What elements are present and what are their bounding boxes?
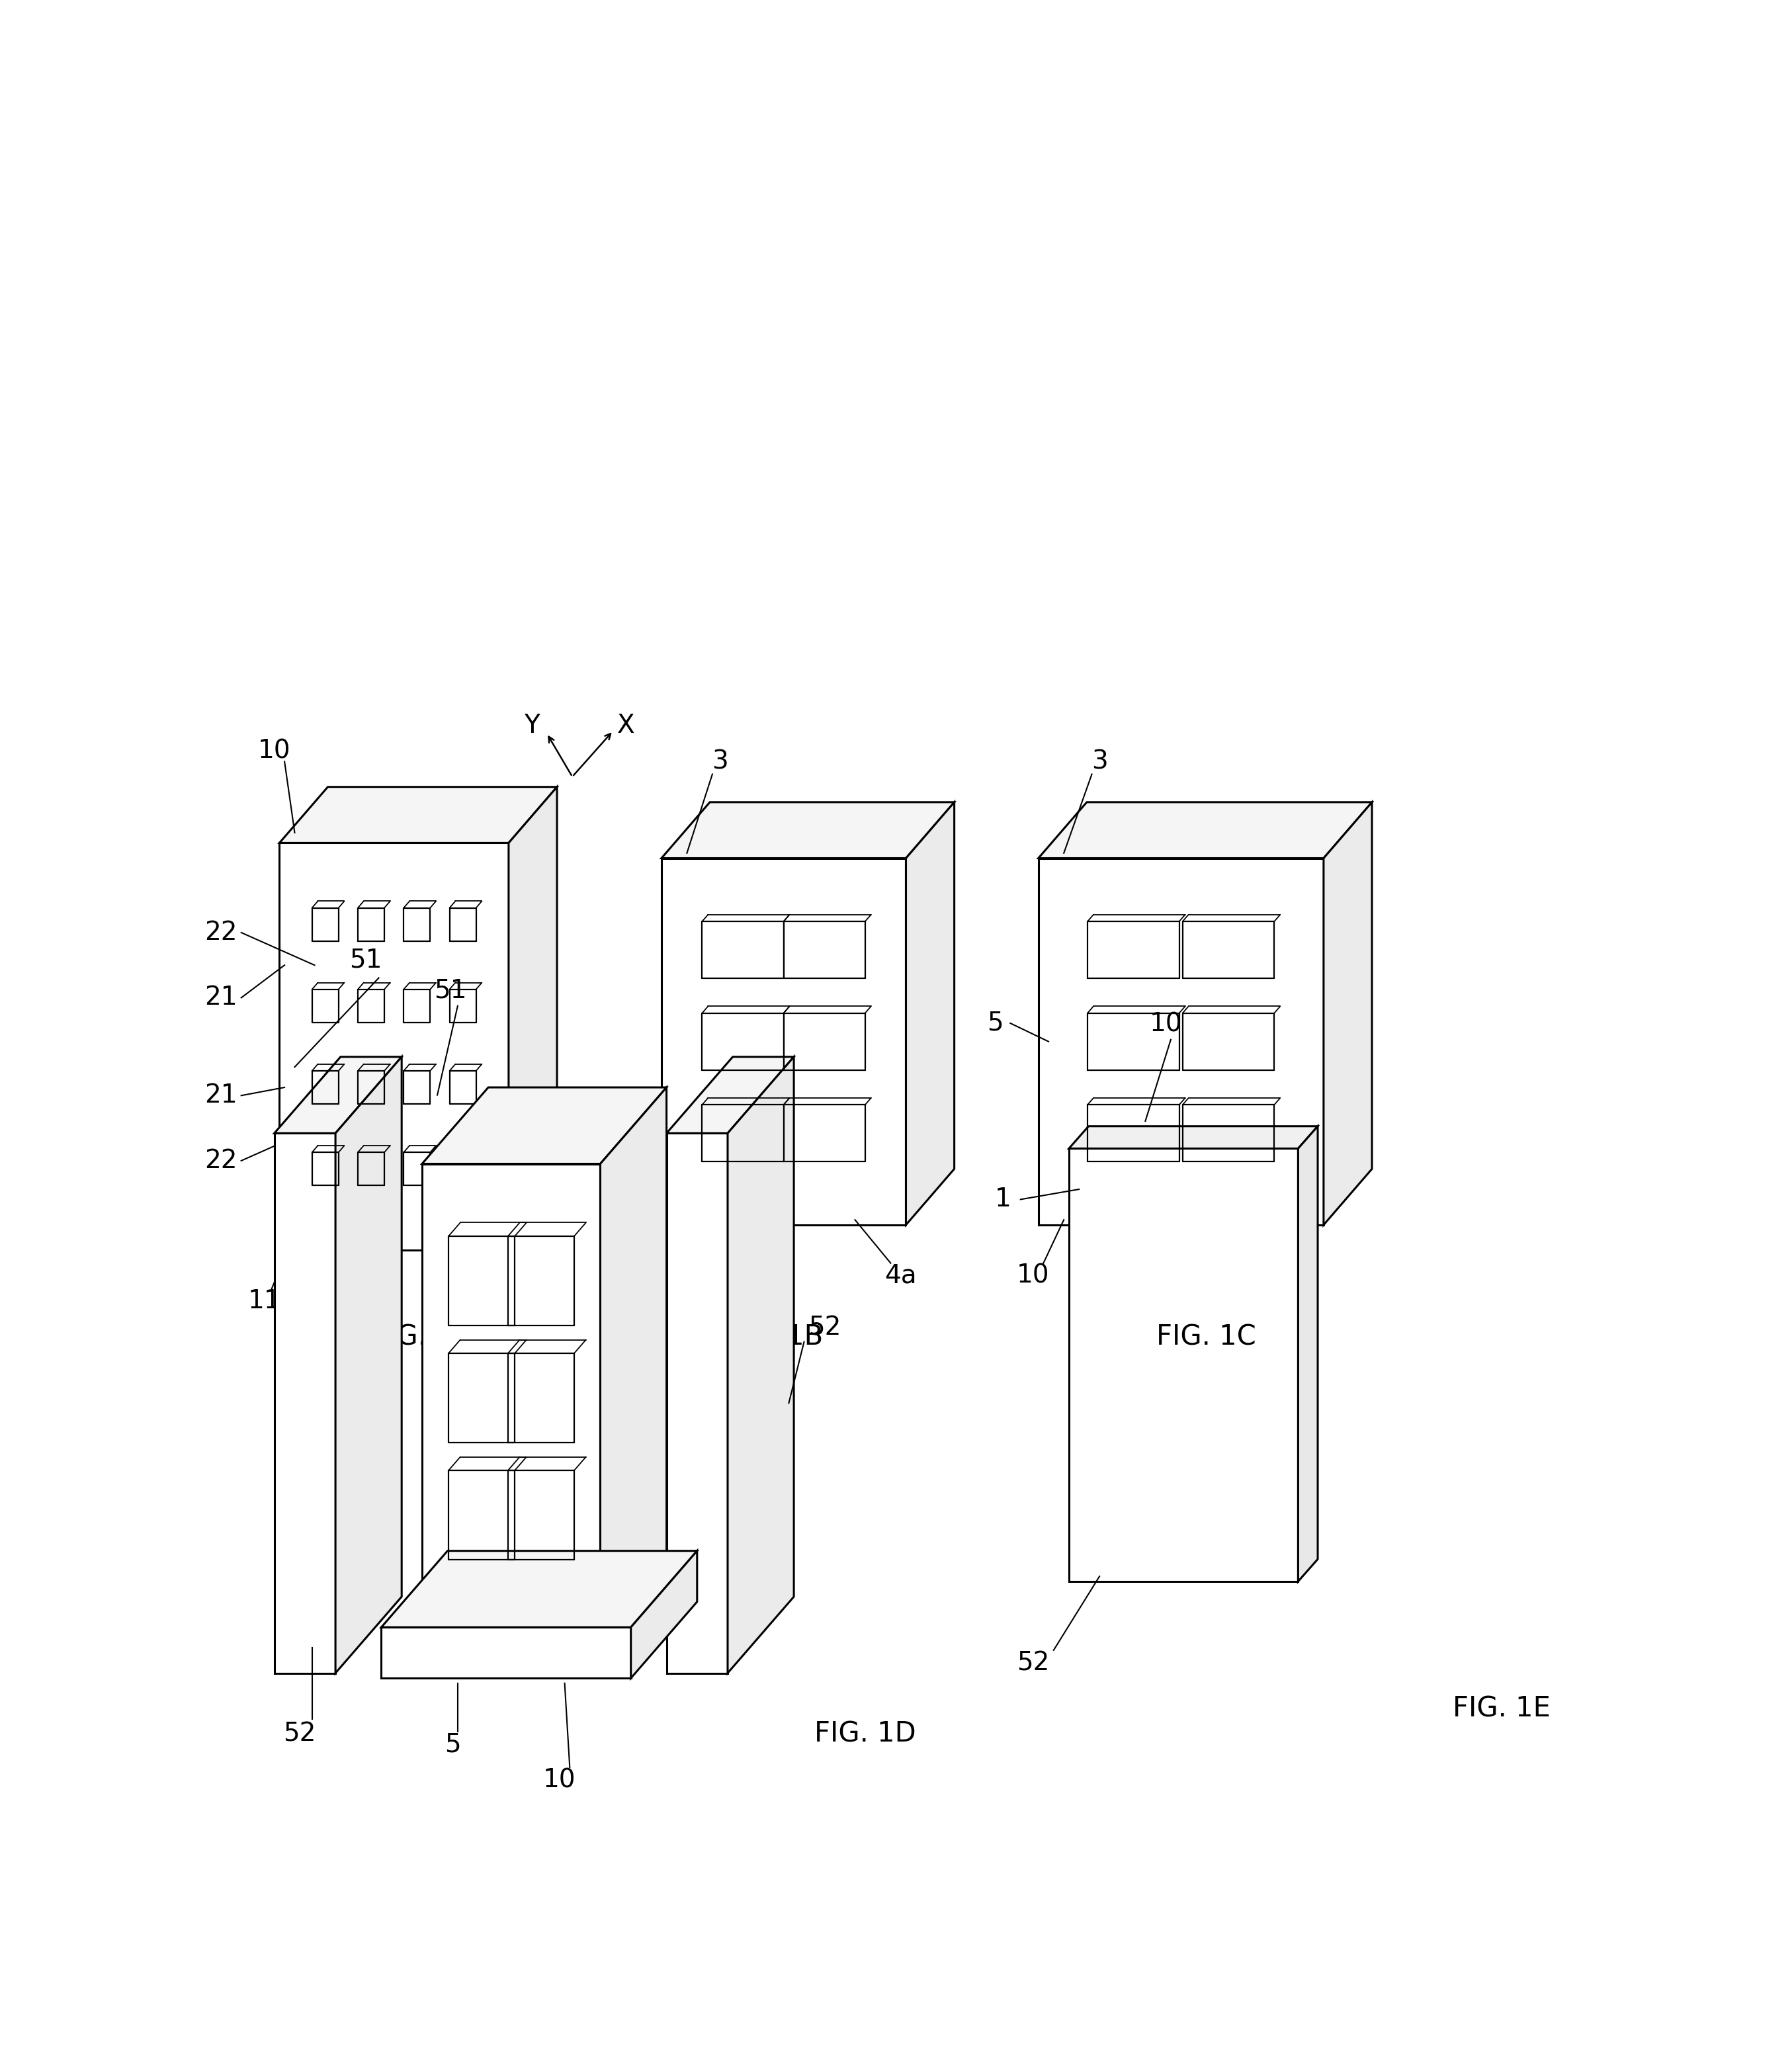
Polygon shape [661,858,907,1225]
Text: FIG. 1C: FIG. 1C [1156,1322,1256,1351]
Text: 10: 10 [543,1768,575,1793]
Text: 51: 51 [434,978,466,1003]
Polygon shape [1068,1126,1317,1149]
Text: 10: 10 [640,1263,672,1289]
Polygon shape [274,1133,335,1673]
Text: 3: 3 [1091,749,1107,774]
Polygon shape [280,786,557,844]
Polygon shape [1038,803,1373,858]
Text: 3: 3 [301,1333,319,1357]
Text: FIG. 1B: FIG. 1B [724,1322,823,1351]
Polygon shape [600,1087,667,1632]
Text: 1: 1 [995,1186,1011,1211]
Text: 51: 51 [349,947,382,972]
Text: X: X [616,714,634,739]
Text: 5: 5 [987,1011,1004,1036]
Text: 11: 11 [247,1289,281,1314]
Polygon shape [661,803,955,858]
Text: 4a: 4a [885,1263,918,1289]
Polygon shape [280,844,509,1250]
Text: 52: 52 [283,1723,315,1747]
Polygon shape [1068,1149,1297,1582]
Text: 22: 22 [204,920,237,945]
Polygon shape [631,1551,697,1677]
Polygon shape [1038,858,1324,1225]
Polygon shape [1324,803,1373,1225]
Polygon shape [274,1056,401,1133]
Text: 5: 5 [444,1731,461,1758]
Polygon shape [667,1056,794,1133]
Polygon shape [382,1551,697,1628]
Polygon shape [382,1628,631,1677]
Text: 22: 22 [204,1149,237,1174]
Polygon shape [335,1056,401,1673]
Polygon shape [423,1087,667,1164]
Polygon shape [728,1056,794,1673]
Text: FIG. 1A: FIG. 1A [373,1322,471,1351]
Polygon shape [1297,1126,1317,1582]
Polygon shape [667,1133,728,1673]
Text: 10: 10 [258,739,290,763]
Polygon shape [907,803,955,1225]
Text: 12: 12 [507,1289,541,1314]
Text: 10: 10 [1149,1011,1183,1038]
Text: Y: Y [523,714,539,739]
Text: FIG. 1D: FIG. 1D [814,1721,916,1747]
Text: 52: 52 [1016,1650,1050,1675]
Text: 21: 21 [204,1083,237,1108]
Text: 3: 3 [711,749,728,774]
Text: 10: 10 [1016,1263,1050,1289]
Text: 21: 21 [204,986,237,1011]
Polygon shape [423,1164,600,1632]
Polygon shape [509,786,557,1250]
Text: FIG. 1E: FIG. 1E [1453,1696,1550,1723]
Text: 52: 52 [808,1316,840,1341]
